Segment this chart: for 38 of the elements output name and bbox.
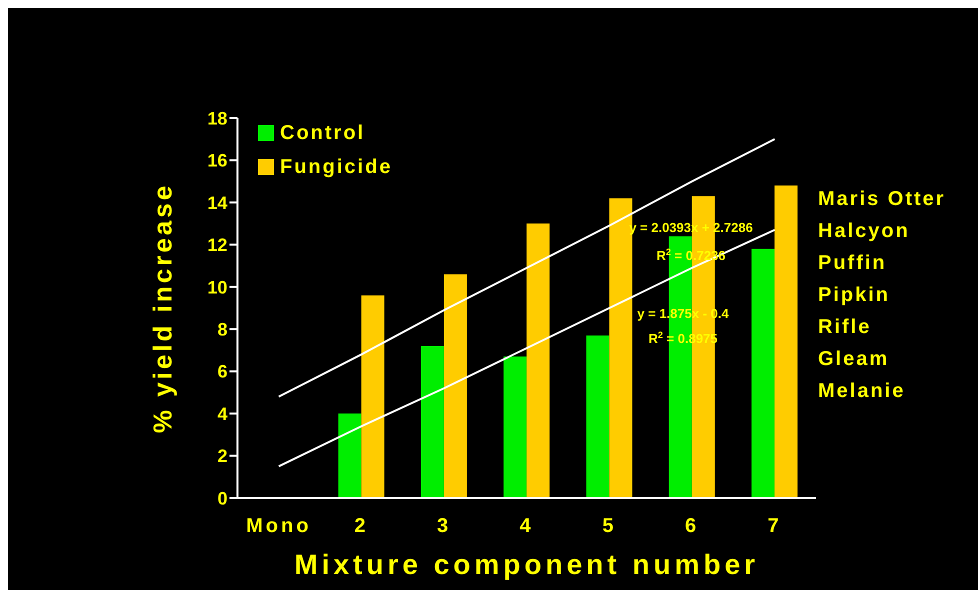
- y-tick-label: 14: [207, 192, 228, 213]
- y-tick-label: 12: [207, 235, 228, 256]
- y-tick-label: 10: [207, 277, 228, 298]
- bar: [526, 224, 550, 498]
- text: Maris Otter: [818, 188, 946, 210]
- bar: [586, 335, 610, 498]
- y-tick-label: 16: [207, 150, 228, 171]
- x-axis-title: Mixture component number: [294, 549, 760, 580]
- text: Rifle: [818, 316, 872, 338]
- y-tick-label: 4: [217, 404, 228, 424]
- x-tick-label: 7: [768, 515, 782, 538]
- x-tick-label: 5: [602, 515, 616, 538]
- y-tick-label: 18: [207, 108, 228, 128]
- bar: [420, 346, 444, 498]
- legend-label: Fungicide: [280, 156, 392, 178]
- x-tick-label: Mono: [246, 515, 312, 538]
- y-axis-title: % yield increase: [148, 182, 178, 434]
- text: Puffin: [818, 252, 887, 274]
- bar: [752, 248, 775, 498]
- text: Halcyon: [818, 220, 910, 242]
- y-tick-label: 2: [217, 446, 228, 466]
- bar: [444, 274, 467, 498]
- legend-label: Control: [280, 122, 366, 144]
- x-tick-label: 2: [354, 515, 368, 538]
- text: Pipkin: [818, 284, 890, 306]
- x-tick-label: 4: [520, 515, 534, 538]
- bar: [504, 356, 527, 498]
- y-tick-label: 8: [217, 320, 228, 340]
- bar: [338, 414, 362, 498]
- y-tick-label: 6: [217, 362, 228, 382]
- line-series: [278, 138, 776, 398]
- bar: [361, 295, 384, 498]
- y-tick-label: 0: [217, 488, 228, 508]
- text: Gleam: [818, 348, 890, 370]
- text: Melanie: [818, 380, 906, 402]
- bar: [774, 186, 798, 498]
- x-tick-label: 3: [437, 515, 452, 538]
- x-tick-label: 6: [684, 515, 700, 538]
